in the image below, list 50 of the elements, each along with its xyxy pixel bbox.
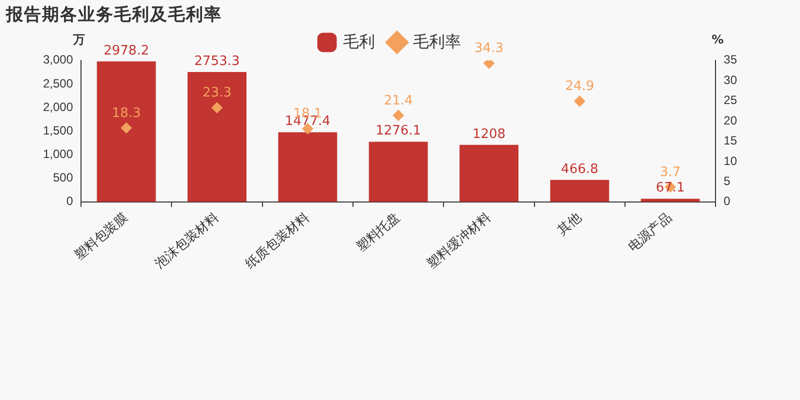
y-tick-label: 2,500 bbox=[43, 76, 74, 90]
data-label: 21.4 bbox=[384, 93, 413, 108]
x-tick-label: 塑料缓冲材料 bbox=[424, 209, 494, 272]
y2-tick-label: 0 bbox=[724, 194, 731, 208]
y-tick-label: 2,000 bbox=[43, 100, 74, 114]
y2-tick-label: 20 bbox=[724, 113, 738, 128]
data-label: 2978.2 bbox=[104, 43, 150, 58]
bar bbox=[460, 144, 518, 202]
bar bbox=[550, 180, 610, 202]
data-label: 1208 bbox=[472, 126, 506, 142]
y2-tick-label: 30 bbox=[724, 72, 738, 87]
bar bbox=[278, 132, 338, 202]
data-label: 2753.3 bbox=[194, 54, 240, 69]
y-tick-label: 500 bbox=[53, 170, 74, 185]
x-tick-label: 泡沫包装材料 bbox=[152, 209, 222, 272]
y-tick-label: 1,500 bbox=[43, 123, 74, 138]
data-label: 3.7 bbox=[660, 164, 681, 180]
point bbox=[212, 102, 223, 114]
legend-label: 毛利率 bbox=[413, 32, 461, 51]
data-label: 466.8 bbox=[561, 162, 598, 177]
x-tick-label: 电源产品 bbox=[625, 209, 675, 254]
chart-title: 报告期各业务毛利及毛利率 bbox=[6, 4, 222, 26]
point bbox=[484, 60, 494, 69]
data-label: 24.9 bbox=[565, 79, 594, 94]
point bbox=[120, 122, 132, 134]
legend-label: 毛利 bbox=[343, 32, 375, 51]
y-tick-label: 1,000 bbox=[43, 147, 74, 162]
y2-tick-label: 5 bbox=[724, 174, 731, 188]
y2-tick-label: 25 bbox=[724, 93, 738, 108]
x-tick-label: 塑料包装膜 bbox=[71, 209, 131, 263]
y-axis-title: 万 bbox=[72, 32, 86, 47]
point bbox=[392, 110, 404, 121]
bar bbox=[368, 142, 428, 202]
y-tick-label: 3,000 bbox=[43, 52, 74, 67]
y2-tick-label: 35 bbox=[724, 52, 738, 67]
x-tick-label: 其他 bbox=[554, 209, 584, 238]
data-label: 1276.1 bbox=[376, 124, 422, 139]
point bbox=[574, 96, 586, 107]
data-label: 18.3 bbox=[112, 106, 141, 121]
bar bbox=[96, 61, 156, 202]
data-label: 23.3 bbox=[202, 86, 232, 101]
x-tick-label: 纸质包装材料 bbox=[242, 209, 312, 272]
bar bbox=[640, 198, 700, 202]
data-label: 34.3 bbox=[474, 41, 504, 56]
x-tick-label: 塑料托盘 bbox=[353, 209, 403, 254]
bar bbox=[188, 72, 246, 202]
y2-tick-label: 15 bbox=[724, 134, 738, 148]
y-tick-label: 0 bbox=[66, 194, 74, 208]
y2-tick-label: 10 bbox=[724, 154, 738, 168]
y2-axis-title: % bbox=[712, 32, 724, 47]
